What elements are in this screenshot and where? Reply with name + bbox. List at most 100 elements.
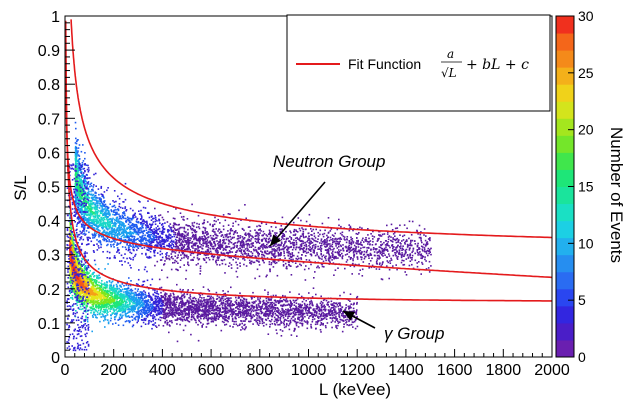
heatmap-cell [196,315,198,318]
heatmap-cell [69,268,72,270]
heatmap-cell [84,268,86,270]
heatmap-cell [328,312,331,315]
heatmap-cell [181,314,183,316]
heatmap-cell [289,313,292,315]
heatmap-cell [70,263,72,265]
heatmap-cell [79,282,82,285]
heatmap-cell [226,310,228,313]
heatmap-cell [147,320,150,322]
heatmap-cell [352,321,354,324]
heatmap-cell [127,295,130,297]
heatmap-cell [170,302,172,305]
heatmap-cell [134,318,137,321]
heatmap-cell [325,308,327,311]
heatmap-cell [110,308,112,310]
heatmap-cell [209,297,212,299]
heatmap-cell [143,308,146,311]
heatmap-cell [268,309,270,311]
heatmap-cell [86,277,88,280]
heatmap-cell [271,309,273,311]
heatmap-cell [129,308,131,311]
heatmap-cell [102,315,104,318]
heatmap-cell [235,310,237,312]
heatmap-cell [207,306,209,308]
heatmap-cell [111,301,113,303]
heatmap-cell [279,317,282,320]
heatmap-cell [203,316,206,319]
heatmap-cell [339,310,342,312]
heatmap-cell [295,299,298,302]
heatmap-cell [157,306,160,309]
heatmap-cell [198,313,201,316]
heatmap-cell [268,305,271,308]
heatmap-cell [121,304,123,306]
heatmap-cell [199,316,202,318]
heatmap-cell [193,300,196,303]
heatmap-cell [163,305,166,307]
heatmap-cell [85,282,88,285]
heatmap-cell [279,297,282,300]
heatmap-cell [127,311,130,314]
heatmap-cell [222,302,224,305]
heatmap-cell [290,334,293,336]
heatmap-cell [265,305,268,308]
heatmap-cell [90,309,93,312]
heatmap-cell [201,326,203,328]
heatmap-cell [85,300,88,302]
heatmap-cell [200,321,202,324]
heatmap-cell [93,290,96,293]
heatmap-cell [194,305,196,308]
heatmap-cell [100,282,102,285]
heatmap-cell [168,307,170,309]
heatmap-cell [258,315,261,317]
heatmap-cell [106,310,109,312]
heatmap-cell [198,293,200,296]
heatmap-cell [169,304,172,307]
heatmap-cell [105,315,107,317]
heatmap-cell [113,288,115,291]
heatmap-cell [99,311,102,314]
heatmap-cell [202,317,205,320]
heatmap-cell [227,297,229,299]
heatmap-cell [219,298,222,301]
heatmap-cell [72,259,74,262]
heatmap-cell [260,308,262,311]
heatmap-cell [105,284,107,287]
heatmap-cell [239,315,242,318]
heatmap-cell [184,319,187,322]
heatmap-cell [83,285,86,287]
heatmap-cell [159,310,161,312]
heatmap-cell [323,304,326,307]
heatmap-cell [92,273,94,275]
heatmap-cell [171,310,173,312]
heatmap-cell [134,308,136,310]
heatmap-cell [266,301,269,304]
heatmap-cell [149,307,151,310]
heatmap-cell [207,322,210,325]
heatmap-cell [201,306,203,308]
heatmap-cell [181,318,184,321]
heatmap-cell [99,276,101,279]
heatmap-cell [269,326,271,328]
heatmap-cell [141,304,144,307]
heatmap-cell [166,304,169,306]
heatmap-cell [132,299,134,301]
heatmap-cell [233,323,235,325]
heatmap-cell [87,293,90,296]
heatmap-cell [244,316,246,319]
heatmap-cell [113,302,115,305]
heatmap-cell [109,285,112,287]
heatmap-cell [104,286,106,289]
heatmap-cell [191,306,194,308]
heatmap-cell [81,308,84,310]
heatmap-cell [69,265,72,267]
heatmap-cell [182,329,185,332]
heatmap-cell [147,300,149,303]
heatmap-cell [217,315,219,318]
heatmap-cell [179,317,181,319]
heatmap-cell [172,304,174,306]
heatmap-cell [159,300,161,302]
heatmap-cell [100,285,103,287]
heatmap-cell [130,298,132,301]
heatmap-cell [191,310,194,313]
